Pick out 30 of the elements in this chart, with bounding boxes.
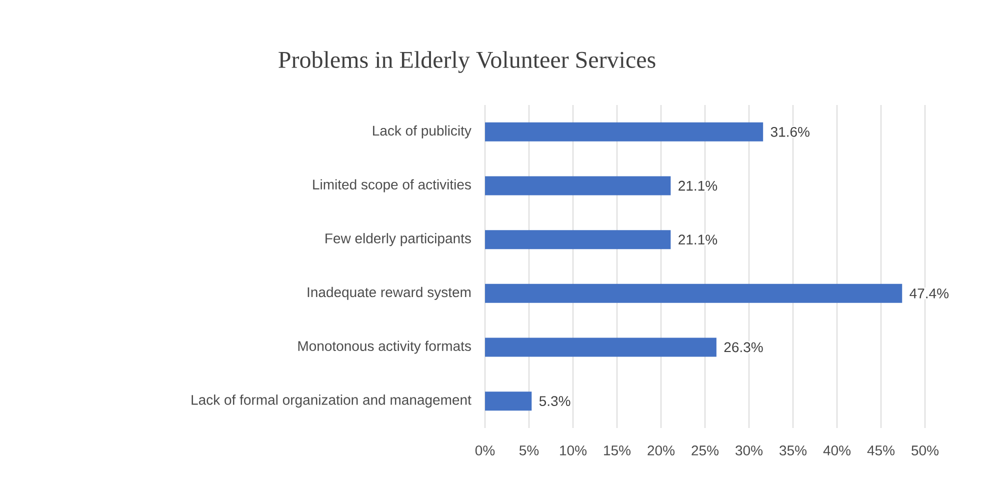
data-label: 5.3% — [539, 396, 570, 406]
x-tick-label: 5% — [519, 446, 539, 456]
chart-title: Problems in Elderly Volunteer Services — [278, 51, 656, 73]
x-tick-label: 15% — [604, 446, 631, 456]
bar — [485, 122, 764, 142]
x-tick-label: 20% — [648, 446, 675, 456]
bar — [485, 284, 902, 303]
x-tick-label: 0% — [475, 446, 495, 456]
y-tick-label: Monotonous activity formats — [298, 340, 471, 354]
x-tick-label: 50% — [912, 446, 939, 456]
x-tick-label: 45% — [867, 446, 895, 456]
data-label: 26.3% — [724, 342, 763, 352]
bar — [485, 230, 671, 250]
data-label: 21.1% — [678, 234, 718, 244]
y-tick-label: Limited scope of activities — [313, 179, 471, 192]
data-label: 21.1% — [678, 180, 718, 191]
bar — [485, 176, 671, 196]
y-tick-label: Inadequate reward system — [308, 286, 471, 300]
x-tick-label: 40% — [823, 446, 851, 456]
y-tick-label: Lack of formal organization and management — [192, 394, 472, 408]
bar — [485, 338, 716, 357]
data-label: 31.6% — [770, 126, 810, 137]
x-tick-label: 25% — [692, 446, 719, 456]
bar — [485, 392, 532, 411]
data-label: 47.4% — [910, 288, 949, 298]
y-tick-label: Lack of publicity — [373, 125, 472, 138]
x-tick-label: 35% — [780, 446, 807, 456]
y-tick-label: Few elderly participants — [326, 233, 471, 246]
x-tick-label: 10% — [560, 446, 587, 456]
x-tick-label: 30% — [736, 446, 763, 456]
